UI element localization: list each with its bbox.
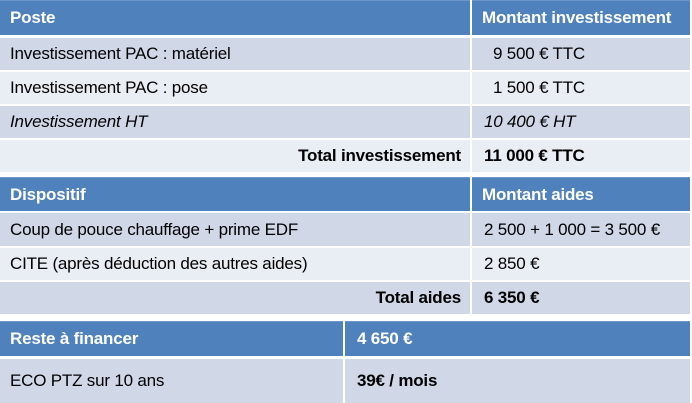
row-label: Coup de pouce chauffage + prime EDF [0, 213, 470, 246]
header-reste-a-financer: Reste à financer [0, 321, 343, 356]
total-aides-value: 6 350 € [472, 282, 690, 314]
header-montant-aides: Montant aides [472, 177, 690, 211]
table-row-eco-ptz: ECO PTZ sur 10 ans 39€ / mois [0, 359, 690, 403]
section-financement: Reste à financer 4 650 € ECO PTZ sur 10 … [0, 321, 690, 403]
header-montant-investissement: Montant investissement [472, 0, 690, 35]
table-header-investissement: Poste Montant investissement [0, 0, 690, 35]
row-label: Investissement PAC : matériel [0, 38, 470, 70]
total-investissement-value: 11 000 € TTC [472, 140, 690, 172]
row-label: ECO PTZ sur 10 ans [0, 359, 343, 403]
table-header-aides: Dispositif Montant aides [0, 177, 690, 211]
table-row-total-investissement: Total investissement 11 000 € TTC [0, 140, 690, 172]
table-row-cite: CITE (après déduction des autres aides) … [0, 248, 690, 280]
table-row-pac-materiel: Investissement PAC : matériel 9 500 € TT… [0, 38, 690, 70]
total-aides-label: Total aides [0, 282, 470, 314]
table-row-investissement-ht: Investissement HT 10 400 € HT [0, 106, 690, 138]
total-investissement-label: Total investissement [0, 140, 470, 172]
header-reste-value: 4 650 € [345, 321, 690, 356]
row-value: 2 850 € [472, 248, 690, 280]
row-value: 2 500 + 1 000 = 3 500 € [472, 213, 690, 246]
table-row-coup-de-pouce: Coup de pouce chauffage + prime EDF 2 50… [0, 213, 690, 246]
table-header-reste-a-financer: Reste à financer 4 650 € [0, 321, 690, 356]
header-poste: Poste [0, 0, 470, 35]
row-value: 39€ / mois [345, 359, 690, 403]
row-value: 9 500 € TTC [472, 38, 690, 70]
table-row-total-aides: Total aides 6 350 € [0, 282, 690, 314]
row-label: Investissement HT [0, 106, 470, 138]
section-aides: Dispositif Montant aides Coup de pouce c… [0, 177, 690, 314]
row-value: 1 500 € TTC [472, 72, 690, 104]
header-dispositif: Dispositif [0, 177, 470, 211]
row-value: 10 400 € HT [472, 106, 690, 138]
section-investissement: Poste Montant investissement Investissem… [0, 0, 690, 172]
table-row-pac-pose: Investissement PAC : pose 1 500 € TTC [0, 72, 690, 104]
row-label: CITE (après déduction des autres aides) [0, 248, 470, 280]
row-label: Investissement PAC : pose [0, 72, 470, 104]
